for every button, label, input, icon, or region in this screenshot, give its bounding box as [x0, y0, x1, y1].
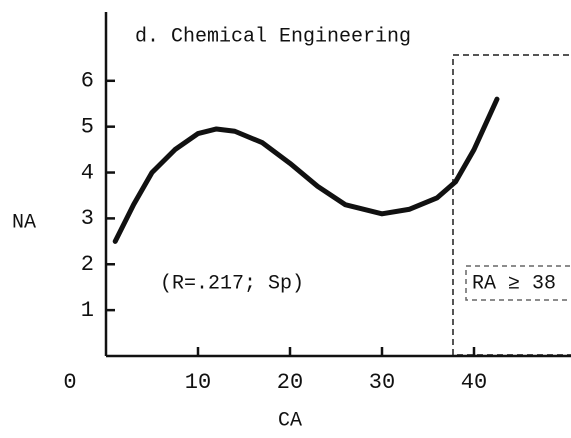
annotation: RA ≥ 38: [472, 272, 556, 295]
x-tick-label: 20: [277, 370, 303, 395]
x-tick-label: 40: [461, 370, 487, 395]
y-tick-label: 2: [81, 252, 94, 277]
y-axis-label: NA: [12, 211, 36, 234]
y-tick-label: 4: [81, 160, 94, 185]
label-box: [465, 265, 571, 301]
x-tick-label: 0: [63, 370, 76, 395]
y-tick-label: 5: [81, 114, 94, 139]
x-tick-label: 10: [185, 370, 211, 395]
chart-title: d. Chemical Engineering: [135, 25, 411, 48]
annotation: (R=.217; Sp): [160, 272, 304, 295]
x-axis-label: CA: [278, 409, 302, 432]
data-line: [112, 96, 500, 244]
x-tick-label: 30: [369, 370, 395, 395]
y-tick-label: 1: [81, 298, 94, 323]
y-tick-label: 3: [81, 206, 94, 231]
y-tick-label: 6: [81, 69, 94, 94]
region-box: [452, 54, 571, 356]
